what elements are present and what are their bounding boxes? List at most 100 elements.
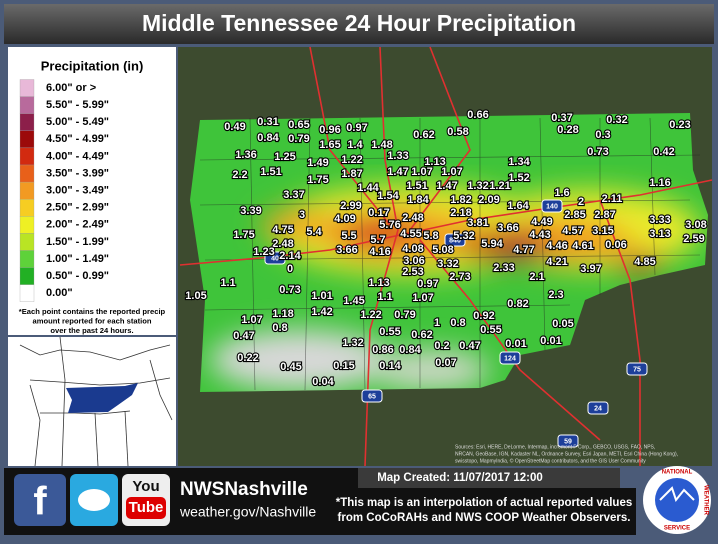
station-value: 1.82 xyxy=(450,194,471,206)
legend-swatch xyxy=(19,130,35,149)
nws-logo-text: SERVICE xyxy=(664,526,690,532)
station-value: 0.58 xyxy=(447,126,468,138)
station-value: 2.18 xyxy=(450,207,471,219)
footer-handle[interactable]: NWSNashville xyxy=(180,479,308,500)
facebook-icon[interactable] xyxy=(14,474,66,526)
attribution-line: Sources: Esri, HERE, DeLorme, Intermap, … xyxy=(455,444,655,450)
station-value: 1.01 xyxy=(311,290,332,302)
station-value: 0.62 xyxy=(411,329,432,341)
station-value: 2.48 xyxy=(402,212,423,224)
legend-label: 1.50" - 1.99" xyxy=(46,236,109,248)
station-value: 3.39 xyxy=(240,205,261,217)
legend-label: 0.00" xyxy=(46,287,73,299)
station-value: 0.97 xyxy=(417,278,438,290)
station-value: 3.81 xyxy=(467,217,488,229)
station-value: 4.77 xyxy=(513,244,534,256)
shield xyxy=(626,362,648,376)
station-value: 0.22 xyxy=(237,352,258,364)
legend-items: 6.00" or > 5.50" - 5.99" 5.00" - 5.49" 4.50… xyxy=(19,79,109,302)
station-value: 0.92 xyxy=(473,310,494,322)
station-value: 0.23 xyxy=(669,119,690,131)
station-value: 2.59 xyxy=(683,233,704,245)
station-value: 0.65 xyxy=(288,119,309,131)
station-value: 1 xyxy=(434,317,440,329)
station-value: 0.37 xyxy=(551,112,572,124)
station-value: 4.61 xyxy=(572,240,593,252)
station-value: 3.32 xyxy=(437,258,458,270)
station-value: 1.42 xyxy=(311,306,332,318)
station-value: 0.79 xyxy=(394,309,415,321)
station-value: 1.1 xyxy=(220,277,235,289)
station-value: 2.48 xyxy=(272,238,293,250)
station-value: 1.51 xyxy=(406,180,427,192)
station-value: 4.16 xyxy=(369,246,390,258)
station-value: 1.07 xyxy=(411,166,432,178)
station-value: 0.06 xyxy=(605,239,626,251)
station-value: 0.05 xyxy=(552,318,573,330)
station-value: 2.09 xyxy=(478,194,499,206)
station-value: 1.84 xyxy=(407,194,429,206)
station-value: 0.47 xyxy=(459,340,480,352)
station-value: 0.62 xyxy=(413,129,434,141)
station-value: 5.08 xyxy=(432,244,453,256)
legend-swatch xyxy=(19,181,35,200)
station-value: 2.87 xyxy=(594,209,615,221)
shield xyxy=(264,251,286,265)
nws-logo-text: NATIONAL xyxy=(662,470,693,476)
station-value: 5.94 xyxy=(481,238,503,250)
station-value: 4.55 xyxy=(400,228,421,240)
shield xyxy=(541,199,563,213)
legend-swatch xyxy=(19,79,35,97)
station-value: 4.57 xyxy=(562,225,583,237)
legend-label: 3.00" - 3.49" xyxy=(46,185,109,197)
station-value: 4.09 xyxy=(334,213,355,225)
station-value: 2.73 xyxy=(449,271,470,283)
station-value: 0.86 xyxy=(372,344,393,356)
legend-swatch xyxy=(19,250,35,268)
station-value: 3.33 xyxy=(649,214,670,226)
station-value: 0.97 xyxy=(346,122,367,134)
station-value: 0.55 xyxy=(480,324,501,336)
shield-label: 124 xyxy=(504,355,516,362)
youtube-text-2: Tube xyxy=(129,499,164,516)
legend-label: 4.50" - 4.99" xyxy=(46,133,109,145)
footer-url[interactable]: weather.gov/Nashville xyxy=(179,504,316,520)
station-value: 4.21 xyxy=(546,256,567,268)
note-line: *Each point contains the reported precip xyxy=(19,307,166,316)
shield-label: 40 xyxy=(271,255,279,262)
station-value: 4.85 xyxy=(634,256,655,268)
station-value: 1.36 xyxy=(235,149,256,161)
station-value: 5.8 xyxy=(423,230,438,242)
shield xyxy=(444,233,466,247)
station-value: 3 xyxy=(299,209,305,221)
station-value: 1.05 xyxy=(185,290,206,302)
legend-swatch xyxy=(19,147,35,166)
station-value: 0.8 xyxy=(272,322,287,334)
station-value: 1.13 xyxy=(424,156,445,168)
station-value: 0.15 xyxy=(333,360,354,372)
legend-swatch xyxy=(19,233,35,251)
station-value: 4.75 xyxy=(272,224,293,236)
station-value: 0.82 xyxy=(507,298,528,310)
station-value: 0.84 xyxy=(399,344,421,356)
legend-title: Precipitation (in) xyxy=(41,58,144,73)
station-value: 1.16 xyxy=(649,177,670,189)
shield xyxy=(499,351,521,365)
legend-swatch xyxy=(19,267,35,285)
map-created: Map Created: 11/07/2017 12:00 xyxy=(377,472,543,484)
legend-panel xyxy=(8,47,176,335)
highway-shields: 40 840 140 65 124 75 24 59 xyxy=(264,199,648,448)
map-created-bg xyxy=(358,468,620,488)
station-value: 0.28 xyxy=(557,124,578,136)
note-line: amount reported for each station xyxy=(33,317,152,326)
station-value: 1.23 xyxy=(253,246,274,258)
inset-borders xyxy=(19,336,173,467)
station-value: 2.1 xyxy=(529,271,544,283)
station-value: 2.2 xyxy=(232,169,247,181)
station-value: 0.96 xyxy=(319,124,340,136)
station-value: 0.45 xyxy=(280,361,301,373)
youtube-text-1: You xyxy=(132,478,159,495)
station-value: 2.53 xyxy=(402,266,423,278)
station-value: 5.76 xyxy=(379,219,400,231)
